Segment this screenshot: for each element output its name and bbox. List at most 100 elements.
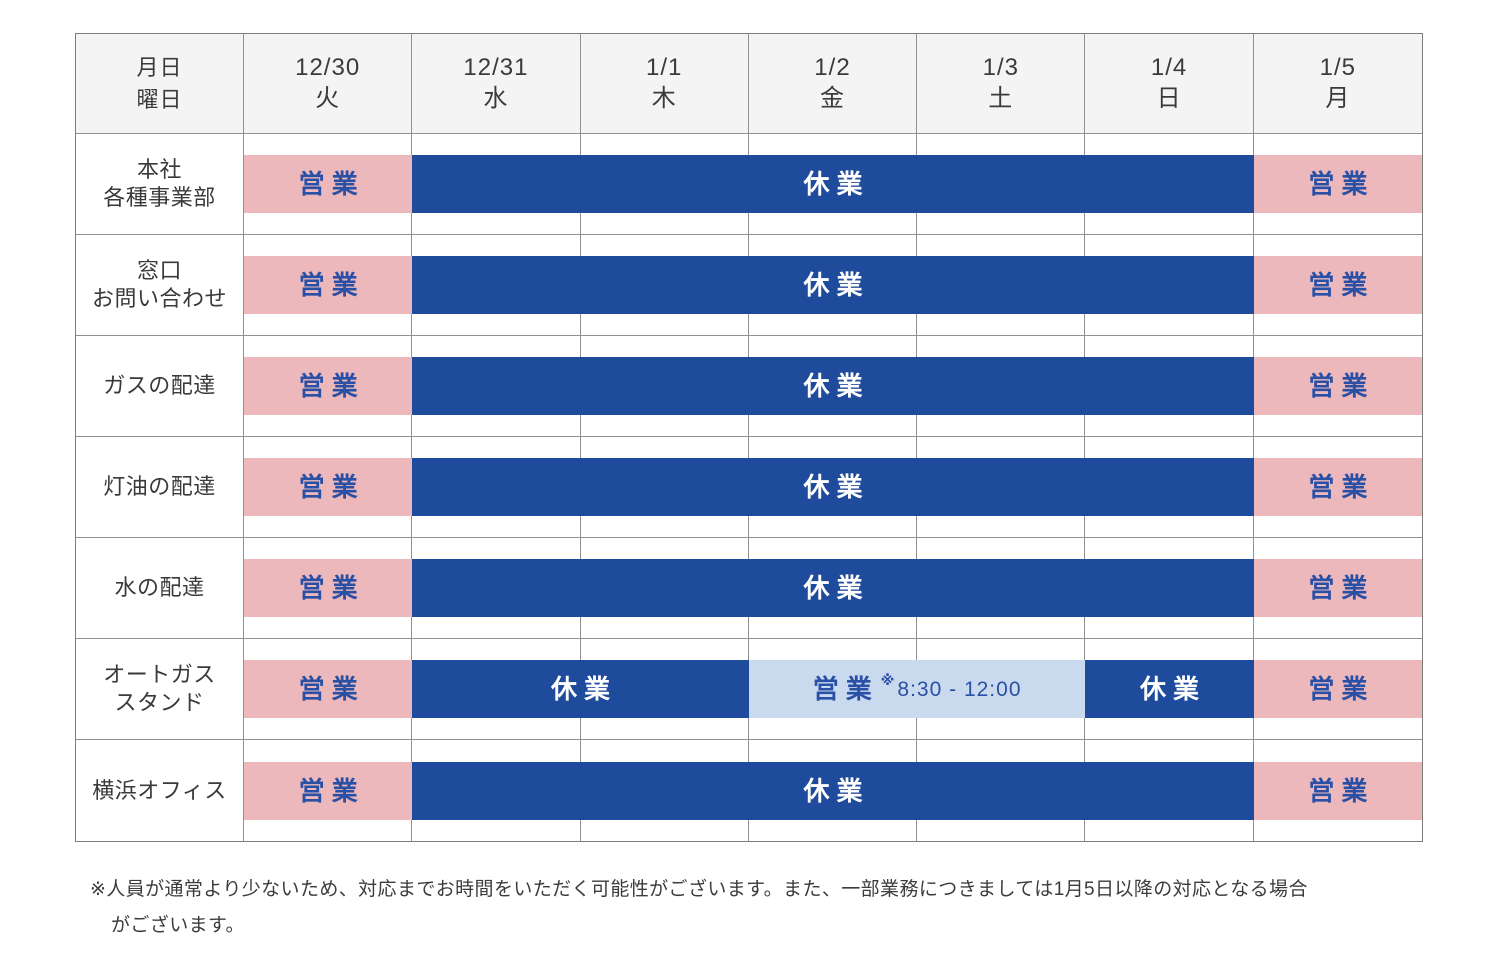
status-text: 休業 (1140, 674, 1207, 704)
weekday-label: 火 (315, 85, 341, 112)
corner-line-1: 月日 (136, 54, 183, 80)
row-label-line: 横浜オフィス (92, 777, 227, 803)
date-column-header: 1/3 土 (917, 34, 1086, 133)
note-time: 8:30 - 12:00 (897, 677, 1022, 701)
table-row-water-delivery: 水の配達 営業 休業 営業 (76, 538, 1422, 639)
status-bar-open: 営業 (1253, 761, 1422, 820)
table-row-head-office: 本社各種事業部 営業 休業 営業 (76, 134, 1422, 235)
status-text: 営業 (298, 573, 365, 603)
status-bar-open: 営業 (244, 660, 413, 718)
row-label-line: 各種事業部 (103, 185, 216, 210)
status-bar-closed: 休業 (412, 155, 1254, 213)
row-label: 本社 各種事業部 (76, 134, 244, 234)
status-text: 営業 (1308, 674, 1375, 704)
status-text: 営業 (812, 674, 879, 704)
row-label: 窓口 お問い合わせ (76, 235, 244, 335)
status-bar-open: 営業 (244, 256, 413, 314)
row-label-line: スタンド (114, 690, 205, 715)
date-column-header: 1/2 金 (749, 34, 918, 133)
row-label-line: オートガス (103, 662, 216, 687)
date-label: 12/30 (295, 54, 361, 81)
status-bar-open: 営業 (1253, 357, 1422, 415)
status-text: 休業 (551, 674, 618, 704)
status-text: 営業 (1308, 169, 1375, 199)
status-text: 休業 (803, 472, 870, 502)
date-column-header: 12/30 火 (244, 34, 413, 133)
date-label: 1/2 (814, 54, 851, 81)
table-row-yokohama-office: 横浜オフィス 営業 休業 営業 (76, 740, 1422, 841)
status-text: 休業 (803, 169, 870, 199)
status-text: 営業 (298, 472, 365, 502)
row-label: 水の配達 (76, 538, 244, 638)
status-text: 営業 (1308, 573, 1375, 603)
status-bar-open: 営業 (1253, 256, 1422, 314)
date-column-header: 1/4 日 (1085, 34, 1254, 133)
table-row-inquiry-counter: 窓口お問い合わせ 営業 休業 営業 (76, 235, 1422, 336)
status-text: 営業 (298, 169, 365, 199)
status-bar-closed: 休業 (412, 458, 1254, 516)
table-body: 本社 各種事業部 営業 休業 営業 窓口 お問い合わせ 営業 休業 営業 ガスの配達 営業 休業 営業 灯油… (76, 134, 1422, 841)
row-label: 横浜オフィス (76, 740, 244, 841)
status-bar-closed: 休業 (412, 660, 749, 718)
status-text: 営業 (1308, 775, 1375, 806)
weekday-label: 月 (1325, 85, 1351, 112)
status-bar-open: 営業 (1253, 155, 1422, 213)
status-bar-closed: 休業 (1085, 660, 1254, 718)
status-bar-open: 営業 (244, 761, 413, 820)
date-label: 1/4 (1150, 54, 1188, 81)
holiday-schedule-table: 月日 曜日 12/30 火 12/31 水 1/1 木 1/2 金 1/3 土 1/4 日 1/5 月 本… (75, 33, 1423, 842)
status-text: 営業 (298, 371, 365, 401)
row-label-line: 本社 (136, 157, 182, 182)
date-label: 1/5 (1319, 54, 1357, 81)
status-text: 休業 (803, 371, 870, 401)
date-label: 1/1 (646, 54, 683, 81)
row-label-line: 灯油の配達 (103, 474, 216, 499)
status-bar-limited: 営業 ※ 8:30 - 12:00 (748, 660, 1086, 718)
status-bar-open: 営業 (244, 155, 413, 213)
weekday-label: 金 (819, 85, 845, 112)
date-column-header: 12/31 水 (412, 34, 581, 133)
corner-line-2: 曜日 (136, 86, 183, 112)
table-row-gas-delivery: ガスの配達 営業 休業 営業 (76, 336, 1422, 437)
footnote-line-2: がございます。 (111, 915, 245, 936)
status-bar-closed: 休業 (412, 357, 1254, 415)
weekday-label: 土 (988, 85, 1014, 112)
corner-header-cell: 月日 曜日 (76, 34, 244, 133)
table-row-kerosene-delivery: 灯油の配達 営業 休業 営業 (76, 437, 1422, 538)
weekday-label: 木 (651, 85, 677, 112)
date-column-header: 1/5 月 (1254, 34, 1422, 133)
date-label: 1/3 (982, 54, 1019, 81)
status-text: 営業 (1308, 270, 1375, 300)
status-bar-open: 営業 (1253, 458, 1422, 516)
status-bar-closed: 休業 (412, 559, 1254, 617)
status-bar-open: 営業 (244, 357, 413, 415)
status-text: 営業 (298, 775, 365, 806)
row-label: ガスの配達 (76, 336, 244, 436)
row-label-line: ガスの配達 (103, 373, 216, 398)
row-label-line: 窓口 (136, 258, 182, 283)
status-text: 休業 (803, 775, 870, 806)
status-text: 営業 (1308, 371, 1375, 401)
status-text: 休業 (803, 573, 870, 603)
date-label: 12/31 (463, 54, 529, 81)
weekday-label: 水 (483, 85, 509, 112)
footnote: ※人員が通常より少ないため、対応までお時間をいただく可能性がございます。また、一… (90, 872, 1450, 944)
table-row-autogas-stand: オートガス スタンド 営業 休業 営業 ※ 8:30 - 12:00 休業 営業 (76, 639, 1422, 740)
status-bar-open: 営業 (244, 458, 413, 516)
note-mark: ※ (880, 672, 895, 688)
status-text: 営業 (298, 270, 365, 300)
footnote-line-1: ※人員が通常より少ないため、対応までお時間をいただく可能性がございます。また、一… (90, 879, 1308, 900)
row-label-line: 水の配達 (114, 575, 205, 600)
status-text: 営業 (1308, 472, 1375, 502)
status-bar-open: 営業 (1253, 559, 1422, 617)
status-bar-closed: 休業 (412, 256, 1254, 314)
header-row: 月日 曜日 12/30 火 12/31 水 1/1 木 1/2 金 1/3 土 1/4 日 1/5 月 (76, 34, 1422, 134)
status-text: 休業 (803, 270, 870, 300)
date-column-header: 1/1 木 (581, 34, 749, 133)
status-bar-open: 営業 (244, 559, 413, 617)
row-label-line: お問い合わせ (91, 286, 227, 311)
row-label: 灯油の配達 (76, 437, 244, 537)
weekday-label: 日 (1156, 85, 1182, 112)
row-label: オートガス スタンド (76, 639, 244, 739)
